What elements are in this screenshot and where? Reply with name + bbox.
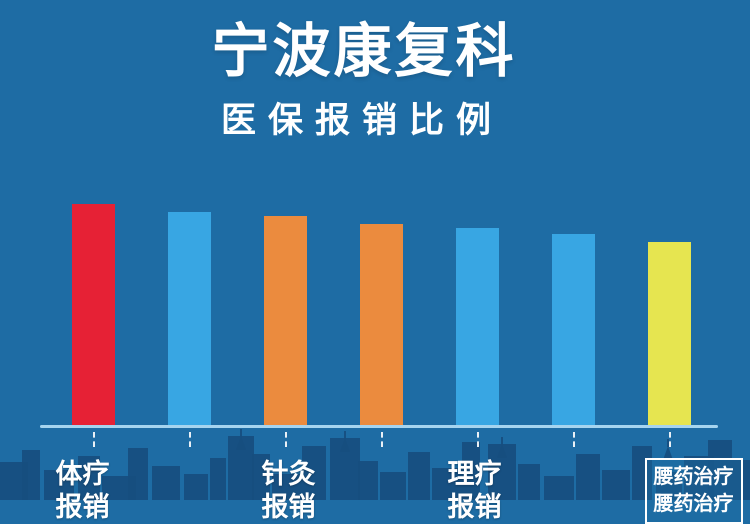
bar-label: 体疗 报销 — [55, 459, 110, 522]
tick-mark-3 — [380, 432, 383, 447]
bar-4 — [456, 228, 499, 425]
tick-mark-4 — [476, 432, 479, 447]
bar-label: 针灸 报销 — [261, 459, 316, 522]
poster-background: 宁波康复科 医保报销比例 体疗 报销 针灸 报销 理疗 报销 腰药治疗 腰药治疗 — [0, 19, 750, 524]
tick-mark-5 — [572, 432, 575, 447]
city-skyline-silhouette — [0, 429, 750, 500]
tick-mark-6 — [668, 432, 671, 447]
bar-0 — [72, 204, 115, 425]
chart-title: 宁波康复科 — [211, 19, 517, 84]
axis-baseline — [40, 425, 718, 428]
bar-6 — [648, 242, 691, 425]
bar-1 — [168, 212, 211, 425]
tick-mark-2 — [284, 432, 287, 447]
tick-mark-1 — [188, 432, 191, 447]
chart-subtitle: 医保报销比例 — [220, 101, 503, 140]
bar-label: 理疗 报销 — [447, 459, 502, 522]
bar-3 — [360, 224, 403, 425]
bar-5 — [552, 234, 595, 425]
tick-mark-0 — [92, 432, 95, 447]
boxed-bar-label: 腰药治疗 腰药治疗 — [644, 458, 743, 524]
bar-2 — [264, 216, 307, 425]
